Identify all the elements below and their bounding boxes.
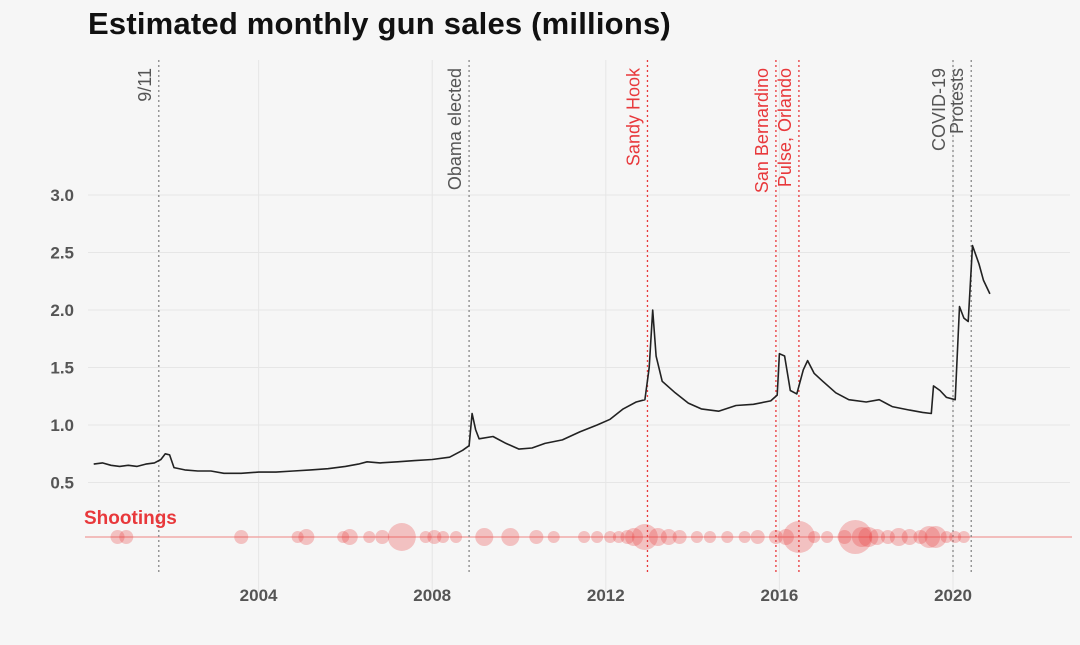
event-label: Protests xyxy=(947,68,967,134)
event-label: Obama elected xyxy=(445,68,465,190)
shooting-bubble xyxy=(631,524,658,550)
shooting-bubble xyxy=(768,530,783,544)
shooting-bubble xyxy=(341,529,358,545)
shooting-bubble xyxy=(578,531,591,543)
y-tick-label: 2.5 xyxy=(50,244,74,263)
shooting-bubble xyxy=(450,531,463,543)
shooting-bubble xyxy=(858,527,879,547)
shooting-bubble xyxy=(387,523,416,551)
event-label: 9/11 xyxy=(135,68,155,102)
shooting-bubble xyxy=(501,528,520,546)
shooting-bubble xyxy=(363,531,376,543)
x-tick-label: 2004 xyxy=(240,586,278,605)
y-tick-label: 2.0 xyxy=(50,301,74,320)
shooting-bubble xyxy=(721,531,734,543)
shooting-bubble xyxy=(672,530,687,544)
shooting-bubble xyxy=(837,530,852,544)
shooting-bubble xyxy=(949,531,962,543)
gun-sales-line xyxy=(93,244,991,475)
event-label: San Bernardino xyxy=(752,68,772,193)
shooting-bubble xyxy=(777,529,794,545)
shooting-bubble xyxy=(782,521,815,553)
shooting-bubble xyxy=(660,529,677,545)
shooting-bubble xyxy=(375,530,390,544)
event-label: Pulse, Orlando xyxy=(775,68,795,187)
shooting-bubble xyxy=(291,531,304,543)
x-tick-label: 2016 xyxy=(760,586,798,605)
y-tick-label: 1.0 xyxy=(50,416,74,435)
shooting-bubble xyxy=(957,531,970,543)
shooting-bubble xyxy=(547,531,560,543)
y-tick-label: 3.0 xyxy=(50,186,74,205)
y-tick-label: 1.5 xyxy=(50,359,74,378)
shooting-bubble xyxy=(625,528,644,546)
shooting-bubble xyxy=(901,529,918,545)
shooting-bubble xyxy=(648,528,667,546)
shooting-bubble xyxy=(821,531,834,543)
x-tick-label: 2008 xyxy=(413,586,451,605)
shooting-bubble xyxy=(604,531,617,543)
shooting-bubble xyxy=(869,529,886,545)
shooting-bubble xyxy=(703,531,716,543)
shooting-bubble xyxy=(738,531,751,543)
shooting-bubble xyxy=(234,530,249,544)
shooting-bubble xyxy=(110,530,125,544)
chart-title: Estimated monthly gun sales (millions) xyxy=(88,6,671,41)
shooting-bubble xyxy=(880,530,895,544)
x-tick-label: 2012 xyxy=(587,586,625,605)
shooting-bubble xyxy=(838,520,873,554)
x-tick-label: 2020 xyxy=(934,586,972,605)
shooting-bubble xyxy=(924,526,947,548)
y-tick-label: 0.5 xyxy=(50,474,74,493)
shooting-bubble xyxy=(889,528,908,546)
shooting-bubble xyxy=(337,531,350,543)
shooting-bubble xyxy=(940,531,953,543)
shooting-bubble xyxy=(918,526,941,548)
event-label: COVID-19 xyxy=(929,68,949,151)
shooting-bubble xyxy=(690,531,703,543)
shooting-bubble xyxy=(437,531,450,543)
shootings-label: Shootings xyxy=(84,508,177,529)
shooting-bubble xyxy=(529,530,544,544)
shooting-bubble xyxy=(475,528,494,546)
shooting-bubble xyxy=(750,530,765,544)
shooting-bubble xyxy=(808,531,821,543)
shooting-bubble xyxy=(913,530,928,544)
shooting-bubble xyxy=(427,530,442,544)
event-label: Sandy Hook xyxy=(623,67,643,166)
shooting-bubble xyxy=(119,530,134,544)
shooting-bubble xyxy=(620,530,635,544)
shooting-bubble xyxy=(298,529,315,545)
shooting-bubble xyxy=(591,531,604,543)
shooting-bubble xyxy=(851,527,872,547)
shooting-bubble xyxy=(612,531,625,543)
shooting-bubble xyxy=(419,531,432,543)
